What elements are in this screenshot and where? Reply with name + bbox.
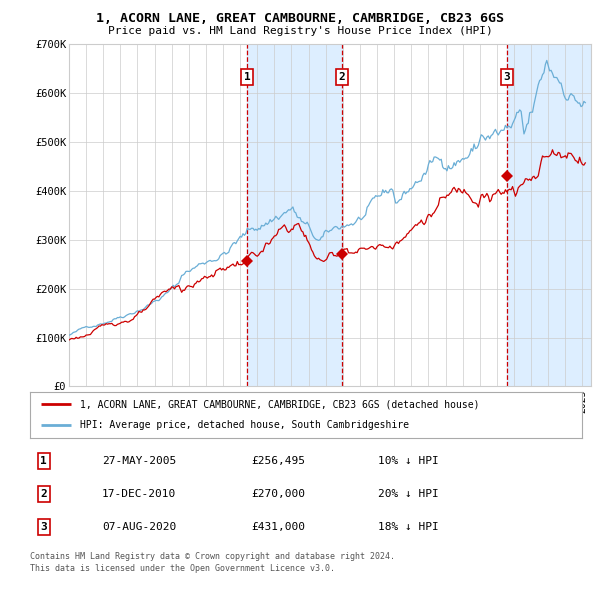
Text: Contains HM Land Registry data © Crown copyright and database right 2024.: Contains HM Land Registry data © Crown c… — [30, 552, 395, 560]
Text: 2: 2 — [339, 72, 346, 82]
Text: 1: 1 — [244, 72, 250, 82]
Text: 2: 2 — [40, 489, 47, 499]
Bar — [507, 44, 591, 386]
Text: 18% ↓ HPI: 18% ↓ HPI — [378, 522, 439, 532]
Text: 3: 3 — [503, 72, 511, 82]
Text: 1: 1 — [40, 456, 47, 466]
Text: 1, ACORN LANE, GREAT CAMBOURNE, CAMBRIDGE, CB23 6GS (detached house): 1, ACORN LANE, GREAT CAMBOURNE, CAMBRIDG… — [80, 399, 479, 409]
Text: This data is licensed under the Open Government Licence v3.0.: This data is licensed under the Open Gov… — [30, 564, 335, 573]
Text: £256,495: £256,495 — [251, 456, 305, 466]
Text: 3: 3 — [40, 522, 47, 532]
Text: Price paid vs. HM Land Registry's House Price Index (HPI): Price paid vs. HM Land Registry's House … — [107, 26, 493, 36]
Bar — [247, 44, 342, 386]
Text: 10% ↓ HPI: 10% ↓ HPI — [378, 456, 439, 466]
Text: £270,000: £270,000 — [251, 489, 305, 499]
Text: 17-DEC-2010: 17-DEC-2010 — [102, 489, 176, 499]
Text: 20% ↓ HPI: 20% ↓ HPI — [378, 489, 439, 499]
Text: 07-AUG-2020: 07-AUG-2020 — [102, 522, 176, 532]
Text: £431,000: £431,000 — [251, 522, 305, 532]
Text: HPI: Average price, detached house, South Cambridgeshire: HPI: Average price, detached house, Sout… — [80, 420, 409, 430]
Text: 1, ACORN LANE, GREAT CAMBOURNE, CAMBRIDGE, CB23 6GS: 1, ACORN LANE, GREAT CAMBOURNE, CAMBRIDG… — [96, 12, 504, 25]
Text: 27-MAY-2005: 27-MAY-2005 — [102, 456, 176, 466]
